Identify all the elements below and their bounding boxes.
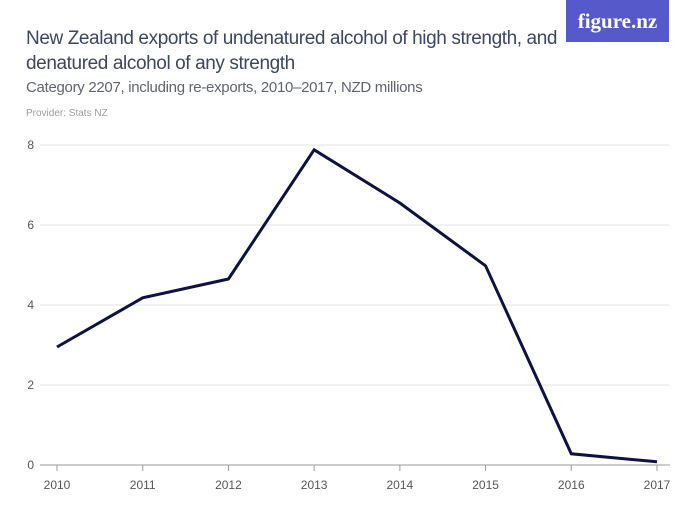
- x-tick-label: 2012: [215, 478, 242, 492]
- y-tick-label: 6: [27, 218, 34, 232]
- series-line: [56, 147, 658, 464]
- y-tick-label: 0: [27, 458, 34, 472]
- provider-label: Provider: Stats NZ: [26, 108, 108, 119]
- chart-title: New Zealand exports of undenatured alcoh…: [26, 28, 558, 74]
- y-tick-label: 4: [27, 298, 34, 312]
- x-tick-label: 2011: [130, 478, 156, 492]
- figure-nz-logo[interactable]: figure.nz: [566, 0, 669, 42]
- y-tick-label: 8: [27, 138, 34, 152]
- chart-subtitle: Category 2207, including re-exports, 201…: [26, 79, 423, 96]
- x-tick-label: 2010: [44, 478, 71, 492]
- y-tick-label: 2: [27, 378, 34, 392]
- x-tick-label: 2014: [387, 478, 414, 492]
- x-tick-label: 2013: [301, 478, 328, 492]
- x-tick-label: 2016: [558, 478, 585, 492]
- x-tick-label: 2017: [644, 478, 671, 492]
- x-tick-label: 2015: [472, 478, 499, 492]
- logo-text: figure.nz: [577, 8, 658, 33]
